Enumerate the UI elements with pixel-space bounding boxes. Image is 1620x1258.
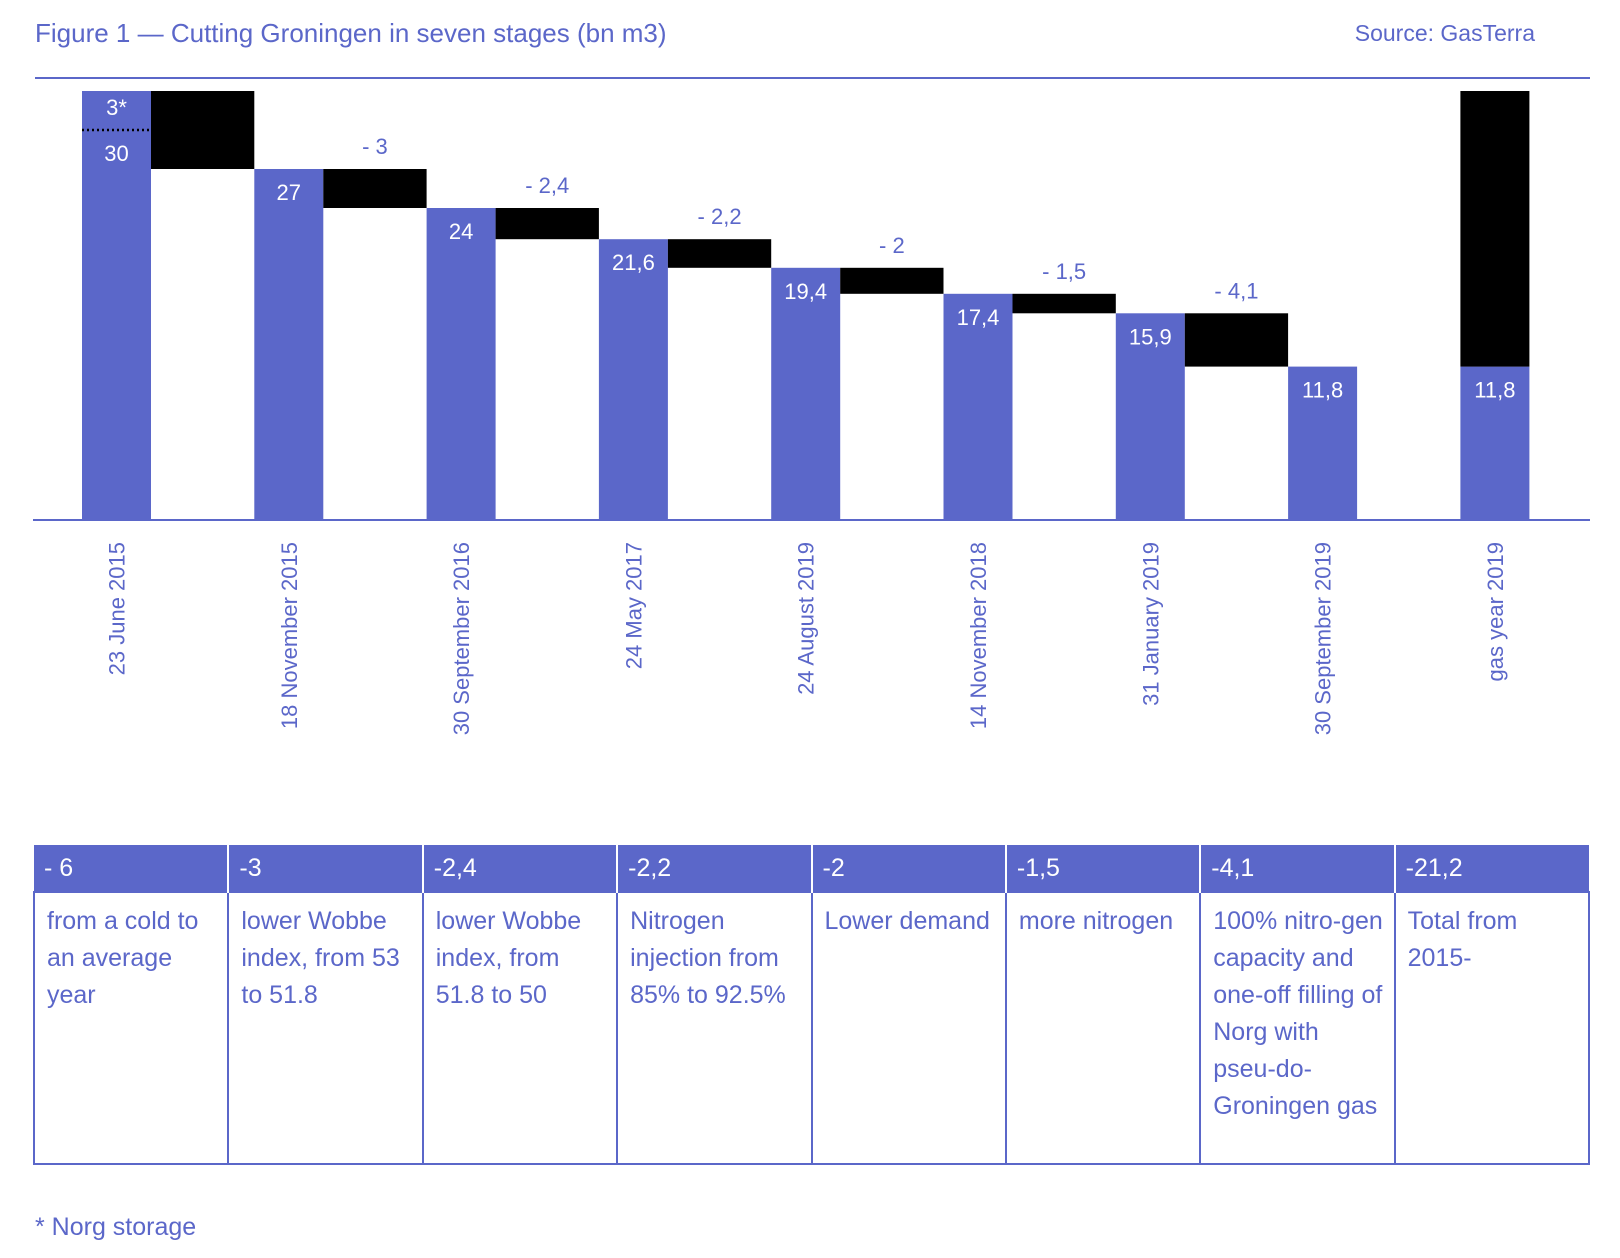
step-label-3: - 2,4 [525,173,569,198]
total-change-bar [1460,91,1530,367]
explanation-cell-6: more nitrogen [1004,891,1202,1165]
title-rule [35,77,1590,79]
step-label-6: - 1,5 [1042,259,1086,284]
explanation-cell-3: lower Wobbe index, from 51.8 to 50 [421,891,619,1165]
bar-2 [254,169,324,520]
bar-1 [82,130,151,520]
bar-value-label-7: 15,9 [1129,324,1172,349]
explanation-cell-4: Nitrogen injection from 85% to 92.5% [616,891,813,1165]
figure-title: Figure 1 — Cutting Groningen in seven st… [35,18,667,48]
step-bar-3 [495,208,599,240]
header-cell-7: -4,1 [1200,845,1396,892]
x-tick-label-4: 24 May 2017 [621,542,646,669]
bar-value-label-4: 21,6 [612,250,655,275]
x-tick-label-9: gas year 2019 [1483,542,1508,681]
x-tick-label-1: 23 June 2015 [105,542,130,675]
x-tick-label-5: 24 August 2019 [794,542,819,695]
header-cell-3: -2,4 [422,845,619,892]
x-tick-label-3: 30 September 2016 [449,542,474,735]
step-bar-5 [840,267,944,294]
step-bar-4 [667,239,772,268]
x-tick-label-7: 31 January 2019 [1138,542,1163,706]
bar-value-label-9: 11,8 [1474,378,1515,403]
x-tick-label-6: 14 November 2018 [966,542,991,729]
step-label-4: - 2,2 [698,204,742,229]
header-cell-5: -2 [811,845,1007,892]
step-bar-2 [323,169,427,208]
header-cell-6: -1,5 [1005,845,1202,892]
explanation-table: - 6 -3 -2,4 -2,2 -2 -1,5 -4,1 -21,2 from… [32,845,1591,1165]
bar-9 [1460,366,1530,520]
step-label-5: - 2 [879,233,905,258]
bar-8 [1288,366,1358,520]
footnote: * Norg storage [35,1213,197,1241]
step-label-7: - 4,1 [1214,278,1258,303]
header-cell-2: -3 [228,845,424,892]
step-label-2: - 3 [362,134,388,159]
step-bar-7 [1184,313,1289,367]
explanation-cell-8: Total from 2015- [1393,891,1591,1165]
source-label: Source: GasTerra [1354,20,1535,46]
step-bar-6 [1012,293,1116,314]
explanation-cell-5: Lower demand [810,891,1007,1165]
bar-6 [943,293,1013,520]
x-tick-label-8: 30 September 2019 [1311,542,1336,735]
bar-value-label-3: 24 [449,219,473,244]
bar-value-label-8: 11,8 [1302,378,1343,403]
x-tick-label-2: 18 November 2015 [277,542,302,729]
header-cell-1: - 6 [34,845,230,892]
step-bar-1 [151,91,255,169]
bar-3 [426,208,496,520]
bar-value-label-1: 30 [104,141,128,166]
explanation-row: from a cold to an average year lower Wob… [32,891,1591,1165]
explanation-cell-1: from a cold to an average year [32,891,230,1165]
bar-7 [1115,313,1185,520]
explanation-cell-7: 100% nitro-gen capacity and one-off fill… [1199,891,1396,1165]
header-cell-4: -2,2 [617,845,813,892]
header-cell-8: -21,2 [1394,845,1589,892]
explanation-header-row: - 6 -3 -2,4 -2,2 -2 -1,5 -4,1 -21,2 [34,845,1589,892]
bar-value-label-6: 17,4 [957,305,1000,330]
storage-label: 3* [106,95,127,120]
explanation-cell-2: lower Wobbe index, from 53 to 51.8 [227,891,424,1165]
bar-4 [598,239,668,520]
bar-5 [771,267,841,520]
bar-value-label-5: 19,4 [784,279,827,304]
storage-bar [82,91,151,130]
bar-value-label-2: 27 [277,180,301,205]
